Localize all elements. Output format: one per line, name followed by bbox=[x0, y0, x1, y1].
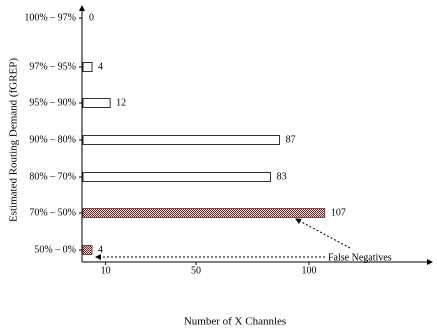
x-tick-label: 50 bbox=[191, 265, 201, 276]
bar bbox=[82, 98, 111, 108]
value-label: 4 bbox=[98, 244, 103, 255]
y-tick-label: 100% – 97% bbox=[24, 12, 76, 23]
y-tick-label: 50% – 0% bbox=[34, 244, 76, 255]
bar bbox=[82, 172, 271, 182]
value-label: 4 bbox=[98, 61, 103, 72]
x-axis-label: Number of X Channles bbox=[184, 316, 286, 328]
value-label: 12 bbox=[116, 97, 126, 108]
y-tick-label: 95% – 90% bbox=[29, 97, 76, 108]
value-label: 83 bbox=[277, 171, 287, 182]
value-label: 87 bbox=[286, 134, 296, 145]
y-axis-label: Estimated Routing Demand (fGREP) bbox=[8, 58, 20, 222]
y-tick-label: 90% – 80% bbox=[29, 134, 76, 145]
x-tick-label: 10 bbox=[101, 265, 111, 276]
bar bbox=[82, 135, 281, 145]
x-tick-label: 100 bbox=[302, 265, 317, 276]
y-tick-label: 70% – 50% bbox=[29, 207, 76, 218]
bar bbox=[82, 208, 326, 218]
value-label: 0 bbox=[89, 12, 94, 23]
y-tick-label: 97% – 95% bbox=[29, 61, 76, 72]
value-label: 107 bbox=[331, 207, 346, 218]
bar bbox=[82, 245, 93, 255]
annotation-arrow bbox=[295, 218, 351, 249]
bar bbox=[82, 62, 93, 72]
y-tick-label: 80% – 70% bbox=[29, 171, 76, 182]
annotation: False Negatives bbox=[328, 252, 392, 263]
